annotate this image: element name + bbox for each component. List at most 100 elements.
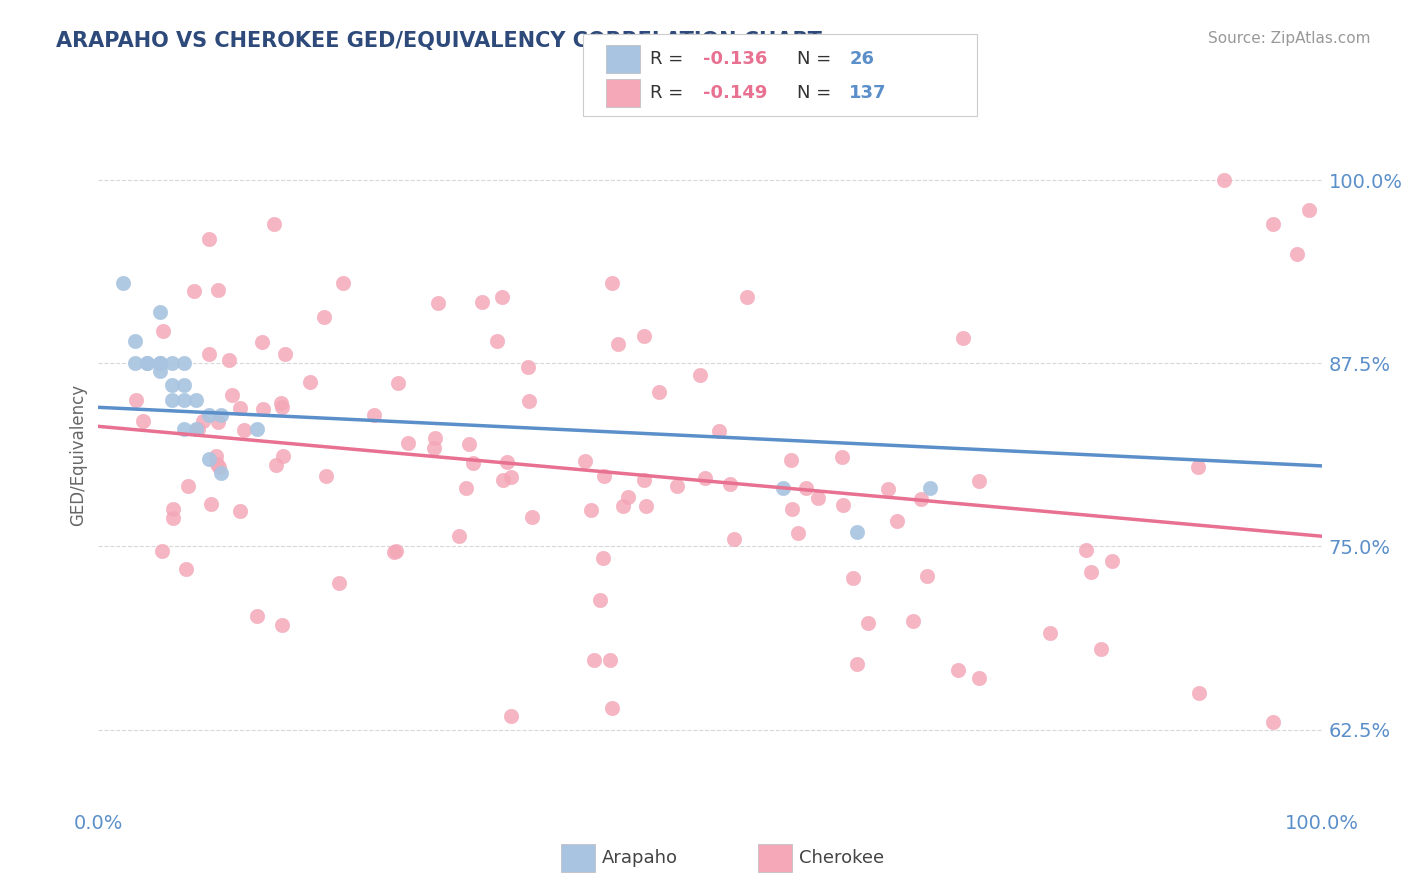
Point xyxy=(876,483,898,497)
Point xyxy=(205,458,228,472)
Point xyxy=(273,449,295,463)
Point xyxy=(132,414,155,428)
Point xyxy=(187,422,209,436)
Point xyxy=(396,436,419,450)
Point xyxy=(124,334,146,349)
Point xyxy=(582,653,605,667)
Point xyxy=(207,415,229,429)
Point xyxy=(910,491,932,506)
Point xyxy=(332,276,354,290)
Point xyxy=(592,469,614,483)
Point xyxy=(385,544,408,558)
Point xyxy=(780,452,803,467)
Point xyxy=(1090,642,1112,657)
Point xyxy=(149,356,172,370)
Point xyxy=(592,551,614,566)
Point xyxy=(633,329,655,343)
Point xyxy=(967,671,990,685)
Point xyxy=(1261,217,1284,231)
Text: Source: ZipAtlas.com: Source: ZipAtlas.com xyxy=(1208,31,1371,46)
Y-axis label: GED/Equivalency: GED/Equivalency xyxy=(69,384,87,526)
Point xyxy=(427,295,450,310)
Point xyxy=(160,378,183,392)
Text: R =: R = xyxy=(650,50,689,68)
Point xyxy=(160,392,183,407)
Point xyxy=(149,305,172,319)
Point xyxy=(786,526,808,541)
Point xyxy=(162,510,184,524)
Point xyxy=(198,347,221,361)
Point xyxy=(205,449,228,463)
Point xyxy=(246,609,269,624)
Point xyxy=(842,572,865,586)
Point xyxy=(150,544,173,558)
Point xyxy=(197,408,219,422)
Point xyxy=(264,458,287,472)
Point xyxy=(461,456,484,470)
Point xyxy=(152,324,174,338)
Point xyxy=(449,529,471,543)
Point xyxy=(693,471,716,485)
Point xyxy=(270,395,292,409)
Point xyxy=(516,360,538,375)
Point xyxy=(274,346,297,360)
Point xyxy=(599,653,621,667)
Point xyxy=(499,469,522,483)
Point xyxy=(124,356,146,370)
Point xyxy=(263,217,285,231)
Point xyxy=(1298,202,1320,217)
Point xyxy=(1187,460,1209,475)
Point xyxy=(612,499,634,513)
Point xyxy=(271,617,294,632)
Point xyxy=(666,479,689,493)
Point xyxy=(191,413,214,427)
Point xyxy=(633,473,655,487)
Point xyxy=(173,422,195,436)
Point xyxy=(221,388,243,402)
Point xyxy=(186,392,208,407)
Text: 137: 137 xyxy=(849,84,887,103)
Point xyxy=(162,502,184,516)
Point xyxy=(574,454,596,468)
Point xyxy=(634,500,657,514)
Point xyxy=(589,593,612,607)
Point xyxy=(886,514,908,528)
Point xyxy=(197,451,219,466)
Point xyxy=(492,473,515,487)
Point xyxy=(1076,543,1098,558)
Point xyxy=(648,384,671,399)
Point xyxy=(915,568,938,582)
Text: 26: 26 xyxy=(849,50,875,68)
Point xyxy=(209,408,232,422)
Point xyxy=(845,657,868,671)
Point xyxy=(901,614,924,628)
Point xyxy=(328,575,350,590)
Text: N =: N = xyxy=(797,84,837,103)
Point xyxy=(735,290,758,304)
Point xyxy=(382,544,405,558)
Point xyxy=(832,498,855,512)
Point xyxy=(831,450,853,464)
Point xyxy=(519,394,541,409)
Point xyxy=(136,356,159,370)
Point xyxy=(952,331,974,345)
Point xyxy=(607,336,630,351)
Point xyxy=(173,356,195,370)
Point xyxy=(1039,626,1062,640)
Point xyxy=(967,475,990,489)
Point xyxy=(807,491,830,506)
Point xyxy=(208,459,231,474)
Point xyxy=(183,284,205,298)
Point xyxy=(1261,715,1284,730)
Point xyxy=(136,356,159,370)
Point xyxy=(617,490,640,504)
Point xyxy=(1080,565,1102,579)
Point xyxy=(209,467,232,481)
Text: N =: N = xyxy=(797,50,837,68)
Point xyxy=(246,422,269,436)
Point xyxy=(160,356,183,370)
Point xyxy=(252,401,274,416)
Point xyxy=(491,290,513,304)
Point xyxy=(423,431,446,445)
Point xyxy=(111,276,134,290)
